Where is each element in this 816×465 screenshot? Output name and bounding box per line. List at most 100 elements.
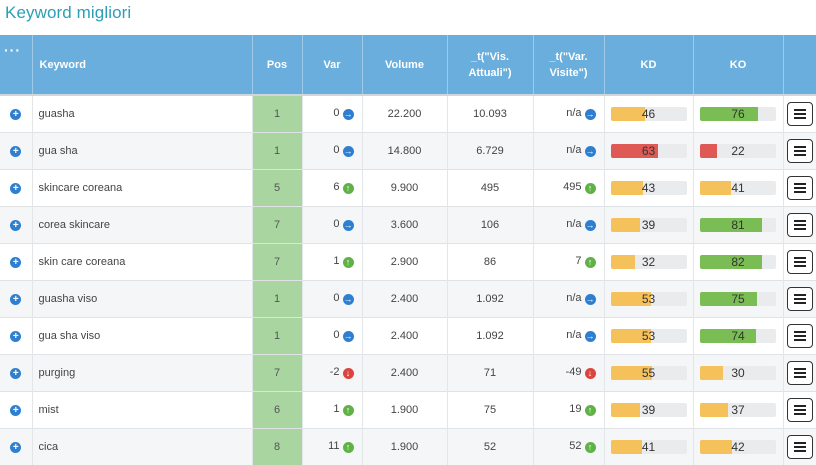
- row-menu-button[interactable]: [786, 323, 813, 348]
- expand-cell: +: [0, 427, 33, 465]
- keyword-cell: guasha viso: [32, 279, 253, 317]
- keyword-cell: corea skincare: [32, 205, 253, 243]
- ko-bar: 75: [700, 291, 776, 306]
- vis-attuali-cell: 106: [447, 205, 534, 243]
- expand-plus-icon[interactable]: +: [10, 404, 22, 416]
- kd-bar: 39: [610, 217, 687, 232]
- pos-cell: 1: [252, 94, 303, 132]
- row-menu-button[interactable]: [786, 360, 813, 385]
- kd-bar-fill: [610, 291, 651, 306]
- ko-value: 30: [731, 365, 745, 380]
- row-menu-button[interactable]: [786, 286, 813, 311]
- table-row[interactable]: + guasha viso 1 0 → 2.400 1.092 n/a → 53 75: [0, 279, 816, 317]
- volume-cell: 1.900: [362, 427, 448, 465]
- expand-plus-icon[interactable]: +: [10, 108, 22, 120]
- pos-cell: 6: [252, 390, 303, 428]
- row-menu-button[interactable]: [786, 397, 813, 422]
- kd-bar: 41: [610, 439, 687, 454]
- kd-cell: 53: [604, 279, 694, 317]
- header-pos[interactable]: Pos: [252, 35, 303, 95]
- table-row[interactable]: + guasha 1 0 → 22.200 10.093 n/a → 46 76: [0, 94, 816, 132]
- table-row[interactable]: + purging 7 -2 ↓ 2.400 71 -49 ↓ 55 30: [0, 353, 816, 391]
- row-menu-button[interactable]: [786, 101, 813, 126]
- kd-value: 55: [641, 365, 656, 380]
- keyword-cell: skin care coreana: [32, 242, 253, 280]
- actions-cell: [783, 353, 816, 391]
- keyword-cell: skincare coreana: [32, 168, 253, 206]
- row-menu-button[interactable]: [786, 212, 813, 237]
- table-row[interactable]: + cica 8 11 ↑ 1.900 52 52 ↑ 41 42: [0, 427, 816, 465]
- table-row[interactable]: + gua sha 1 0 → 14.800 6.729 n/a → 63 22: [0, 131, 816, 169]
- var-visite-value: 52: [569, 440, 582, 453]
- expand-plus-icon[interactable]: +: [10, 219, 22, 231]
- table-row[interactable]: + corea skincare 7 0 → 3.600 106 n/a → 39 81: [0, 205, 816, 243]
- expand-plus-icon[interactable]: +: [10, 145, 22, 157]
- ko-value: 22: [731, 143, 745, 158]
- var-visite-value: n/a: [566, 218, 582, 230]
- volume-cell: 14.800: [362, 131, 448, 169]
- volume-cell: 2.400: [362, 353, 448, 391]
- kd-cell: 53: [604, 316, 694, 354]
- row-menu-button[interactable]: [786, 249, 813, 274]
- var-visite-value: n/a: [566, 292, 582, 304]
- row-menu-button[interactable]: [786, 434, 813, 459]
- var-cell: 1 ↑: [302, 390, 363, 428]
- kd-bar: 53: [610, 291, 687, 306]
- table-row[interactable]: + skincare coreana 5 6 ↑ 9.900 495 495 ↑ 43 41: [0, 168, 816, 206]
- kd-bar: 46: [610, 106, 687, 121]
- kd-value: 53: [641, 328, 656, 343]
- header-kd[interactable]: KD: [604, 35, 694, 95]
- actions-cell: [783, 427, 816, 465]
- header-vis-attuali[interactable]: _t("Vis. Attuali"): [447, 35, 534, 95]
- pos-cell: 1: [252, 131, 303, 169]
- ko-bar-fill: [700, 180, 732, 195]
- table-row[interactable]: + skin care coreana 7 1 ↑ 2.900 86 7 ↑ 32 82: [0, 242, 816, 280]
- arrow-right-icon: →: [342, 146, 354, 157]
- ko-cell: 42: [693, 427, 784, 465]
- ko-cell: 37: [693, 390, 784, 428]
- arrow-down-icon: ↓: [584, 368, 596, 379]
- row-menu-button[interactable]: [786, 175, 813, 200]
- table-row[interactable]: + mist 6 1 ↑ 1.900 75 19 ↑ 39 37: [0, 390, 816, 428]
- ko-cell: 76: [693, 94, 784, 132]
- kd-bar-fill: [610, 402, 641, 417]
- row-menu-button[interactable]: [786, 138, 813, 163]
- kd-cell: 43: [604, 168, 694, 206]
- ko-cell: 75: [693, 279, 784, 317]
- ko-cell: 82: [693, 242, 784, 280]
- expand-plus-icon[interactable]: +: [10, 256, 22, 268]
- kd-value: 32: [641, 254, 656, 269]
- kd-bar-fill: [610, 254, 635, 269]
- header-keyword[interactable]: Keyword: [32, 35, 253, 95]
- var-cell: 0 →: [302, 131, 363, 169]
- ko-bar: 76: [700, 106, 776, 121]
- ko-bar: 82: [700, 254, 776, 269]
- var-value: 1: [333, 403, 340, 415]
- kd-value: 53: [641, 291, 656, 306]
- header-var[interactable]: Var: [302, 35, 363, 95]
- pos-cell: 1: [252, 316, 303, 354]
- header-ko[interactable]: KO: [693, 35, 784, 95]
- ko-bar: 22: [700, 143, 776, 158]
- volume-cell: 2.400: [362, 279, 448, 317]
- var-value: 0: [333, 218, 340, 230]
- table-row[interactable]: + gua sha viso 1 0 → 2.400 1.092 n/a → 53 74: [0, 316, 816, 354]
- expand-plus-icon[interactable]: +: [10, 182, 22, 194]
- kd-cell: 32: [604, 242, 694, 280]
- header-volume[interactable]: Volume: [362, 35, 448, 95]
- kd-bar-fill: [610, 106, 646, 121]
- arrow-up-icon: ↑: [584, 442, 596, 454]
- column-options-icon[interactable]: ···: [0, 35, 33, 95]
- expand-plus-icon[interactable]: +: [10, 441, 22, 453]
- var-visite-cell: n/a →: [533, 94, 605, 132]
- var-value: 0: [333, 107, 340, 120]
- expand-plus-icon[interactable]: +: [10, 293, 22, 305]
- ko-value: 37: [731, 402, 745, 417]
- header-var-visite[interactable]: _t("Var. Visite"): [533, 35, 605, 95]
- var-value: 11: [328, 440, 340, 453]
- expand-plus-icon[interactable]: +: [10, 330, 22, 342]
- expand-plus-icon[interactable]: +: [10, 367, 22, 379]
- expand-cell: +: [0, 205, 33, 243]
- kd-bar-fill: [610, 439, 642, 454]
- var-cell: 0 →: [302, 279, 363, 317]
